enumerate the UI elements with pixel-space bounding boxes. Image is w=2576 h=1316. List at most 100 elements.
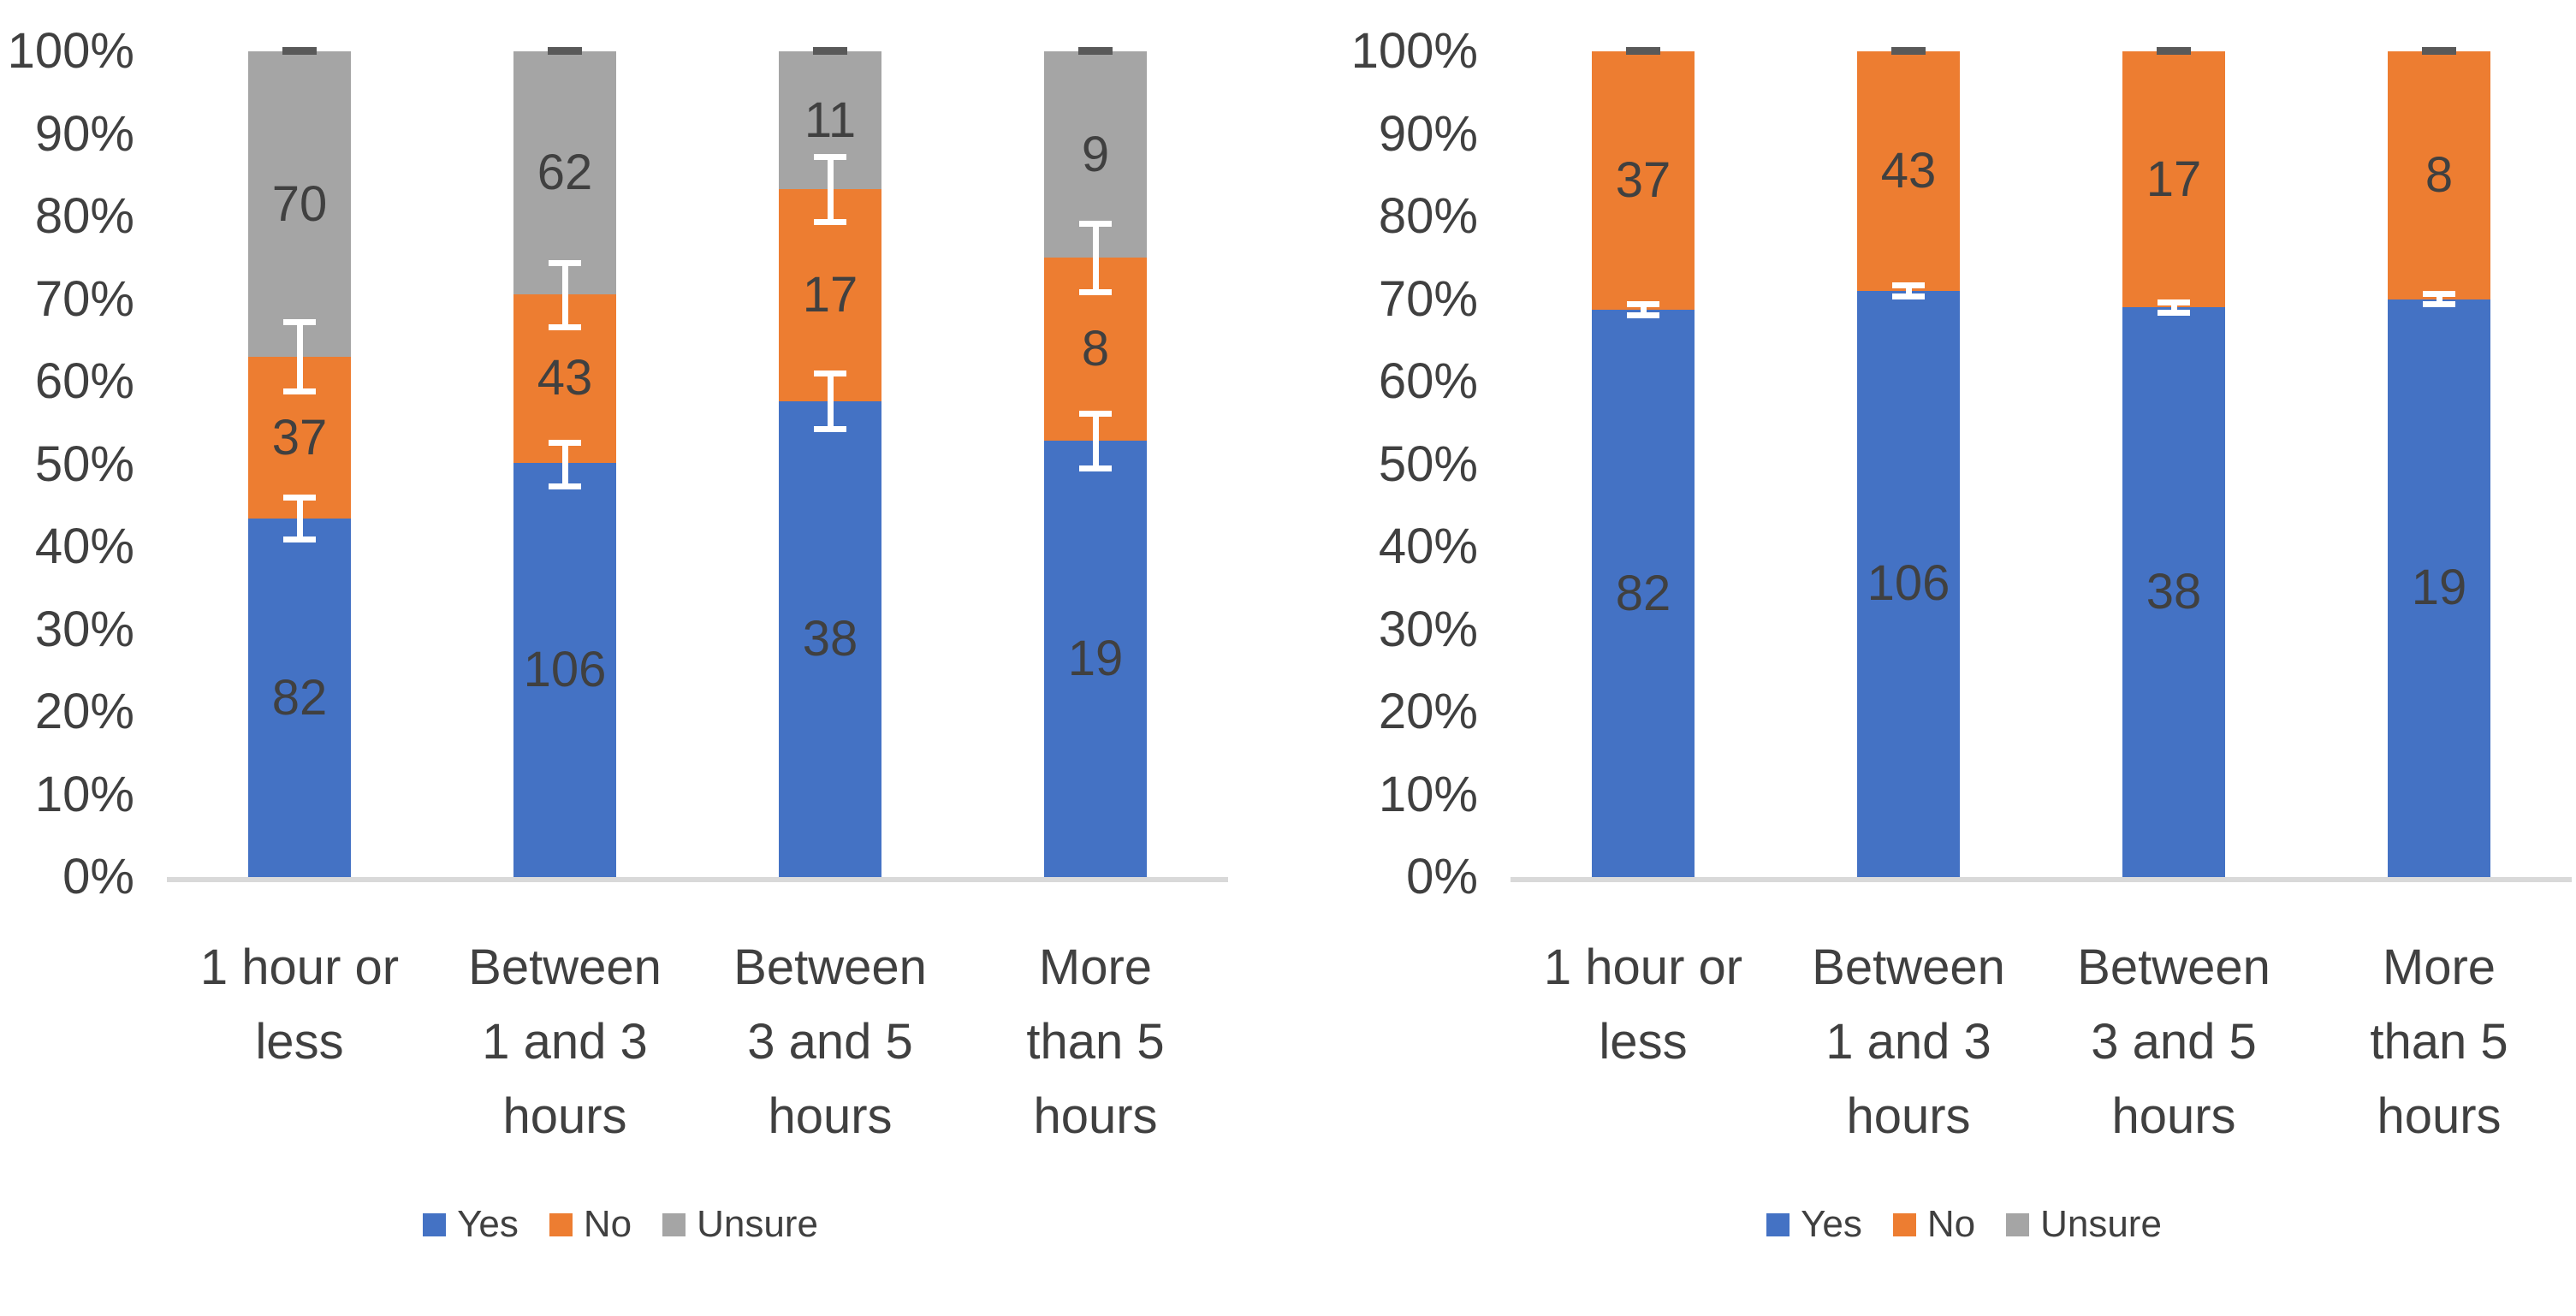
unsure-segment (248, 51, 351, 358)
charts-row: 0% 10% 20% 30% 40% 50% 60% 70% 80% 90% 100% 82 37 70… (7, 23, 2572, 1246)
stacked-bar: 19 8 9 (1044, 47, 1147, 877)
no-segment (1857, 51, 1960, 291)
yes-segment (2122, 307, 2225, 877)
error-bar-line (1092, 410, 1099, 472)
error-bar (283, 495, 316, 543)
error-bar-cap-bottom (814, 218, 846, 225)
legend-swatch-yes (1766, 1212, 1790, 1236)
error-bar-cap-top (814, 370, 846, 377)
error-bar-cap-bottom (549, 483, 581, 490)
y-axis-tick-label: 20% (34, 684, 134, 739)
data-label: 38 (2146, 564, 2202, 620)
y-axis-tick-label: 70% (1378, 270, 1478, 327)
legend-swatch-no (549, 1212, 573, 1236)
top-error-dash (813, 47, 847, 55)
top-error-dash (548, 47, 582, 55)
bar-slots: 82 37 106 43 38 17 19 8 (1511, 47, 2572, 877)
stacked-bar: 82 37 70 (248, 47, 351, 877)
bar-slot: 106 43 62 (432, 47, 697, 877)
no-segment (1592, 51, 1695, 311)
y-axis-tick-label: 100% (1350, 23, 1478, 79)
error-bar-cap-top (283, 318, 316, 325)
yes-segment (1044, 441, 1147, 877)
category-label: Between 3 and 5 hours (2077, 940, 2270, 1144)
data-label: 8 (1081, 321, 1110, 377)
bar-slot: 82 37 (1511, 47, 1776, 877)
y-axis-tick-label: 40% (1378, 519, 1478, 574)
yes-segment (248, 519, 351, 877)
yes-segment (513, 462, 616, 877)
error-bar-cap-bottom (1079, 288, 1112, 295)
category-label: Between 3 and 5 hours (733, 940, 927, 1144)
legend-label: Unsure (2040, 1203, 2162, 1245)
error-bar-cap-top (1079, 410, 1112, 417)
legend-label: Yes (1801, 1203, 1862, 1245)
legend-item-no: No (549, 1203, 632, 1246)
data-label: 9 (1081, 126, 1110, 182)
top-error-dash (1891, 47, 1926, 55)
x-axis-line (1511, 877, 2572, 882)
error-bar-cap-top (549, 260, 581, 267)
legend-swatch-no (1892, 1212, 1916, 1236)
stacked-bar: 106 43 62 (513, 47, 616, 877)
legend-swatch-yes (423, 1212, 447, 1236)
y-axis-tick-label: 90% (1378, 105, 1478, 162)
error-bar (814, 153, 846, 225)
yes-segment (1592, 310, 1695, 877)
error-bar-cap-top (1627, 301, 1659, 308)
error-bar-line (296, 495, 303, 543)
stacked-bar: 82 37 (1592, 47, 1695, 877)
error-bar-cap-top (1892, 282, 1925, 289)
top-error-dash (2422, 47, 2456, 55)
yes-segment (779, 401, 881, 877)
data-label: 82 (1615, 565, 1671, 621)
data-label: 106 (1867, 555, 1950, 612)
top-error-dash (2157, 47, 2191, 55)
error-bar-cap-bottom (814, 425, 846, 432)
bar-slot: 106 43 (1776, 47, 2041, 877)
data-label: 43 (537, 350, 593, 406)
data-label: 62 (537, 144, 593, 200)
error-bar-cap-top (2158, 299, 2190, 305)
bar-slot: 82 37 70 (167, 47, 432, 877)
data-label: 37 (1615, 152, 1671, 209)
data-label: 8 (2425, 146, 2454, 203)
error-bar-cap-bottom (549, 324, 581, 331)
y-axis-tick-label: 20% (1378, 684, 1478, 739)
error-bar-line (1640, 301, 1647, 318)
error-bar-line (827, 370, 834, 432)
y-axis-tick-label: 80% (34, 188, 134, 244)
y-axis-tick-label: 30% (34, 601, 134, 657)
legend-swatch-unsure (2006, 1212, 2030, 1236)
error-bar (814, 370, 846, 432)
stacked-bar: 38 17 (2122, 47, 2225, 877)
legend-item-unsure: Unsure (2006, 1203, 2162, 1246)
y-axis-tick-label: 70% (34, 270, 134, 327)
data-label: 19 (2411, 560, 2467, 616)
data-label: 37 (271, 409, 328, 465)
error-bar (1627, 301, 1659, 318)
y-axis-tick-label: 50% (34, 436, 134, 492)
y-axis-tick-label: 100% (7, 23, 134, 79)
y-axis-tick-label: 90% (34, 105, 134, 162)
error-bar-cap-bottom (1627, 311, 1659, 318)
y-axis-tick-label: 60% (34, 353, 134, 409)
data-label: 19 (1067, 631, 1124, 687)
error-bar-cap-bottom (283, 536, 316, 543)
top-error-dash (282, 47, 317, 55)
stacked-bar: 38 17 11 (779, 47, 881, 877)
error-bar (2158, 299, 2190, 316)
yes-segment (2388, 299, 2490, 877)
data-label: 106 (523, 641, 607, 697)
legend-swatch-unsure (662, 1212, 686, 1236)
error-bar-line (561, 439, 568, 490)
data-label: 43 (1880, 142, 1937, 199)
stacked-bar: 19 8 (2388, 47, 2490, 877)
legend-item-no: No (1892, 1203, 1975, 1246)
x-axis-line (167, 877, 1228, 882)
legend: Yes No Unsure (13, 1203, 1228, 1246)
error-bar-line (296, 318, 303, 395)
bar-slot: 19 8 9 (963, 47, 1228, 877)
y-axis-tick-label: 50% (1378, 436, 1478, 492)
data-label: 70 (271, 175, 328, 232)
